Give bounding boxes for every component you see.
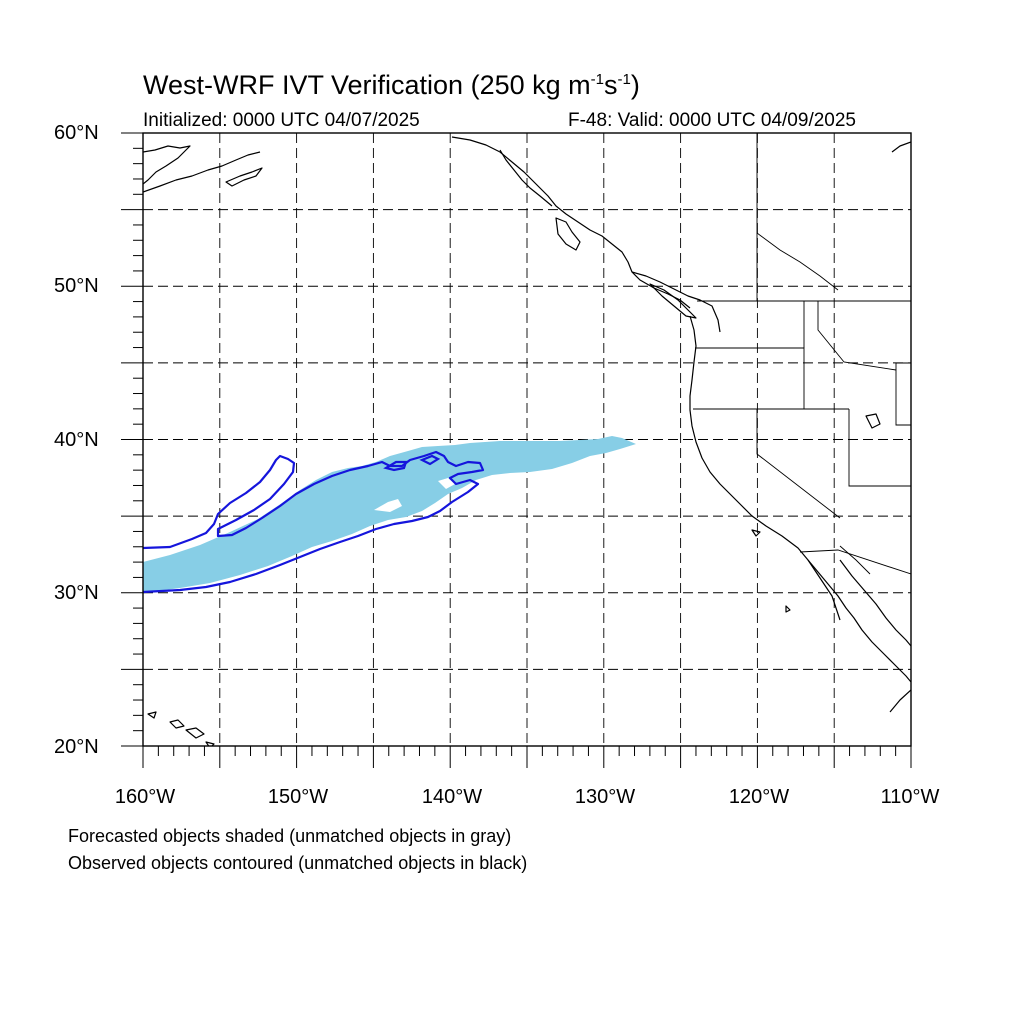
y-label-20N: 20°N xyxy=(54,736,99,758)
state-borders xyxy=(693,133,911,575)
x-label-120W: 120°W xyxy=(728,786,790,808)
y-label-60N: 60°N xyxy=(54,122,99,144)
y-label-40N: 40°N xyxy=(54,429,99,451)
x-label-160W: 160°W xyxy=(114,786,176,808)
observed-contour-loop xyxy=(419,454,441,466)
observed-contour-loop xyxy=(383,460,408,472)
chart-title: West-WRF IVT Verification (250 kg m-1s-1… xyxy=(143,70,640,100)
observed-legend-note: Observed objects contoured (unmatched ob… xyxy=(68,853,528,873)
forecast-legend-note: Forecasted objects shaded (unmatched obj… xyxy=(68,826,512,846)
graticule xyxy=(143,133,911,746)
x-label-140W: 140°W xyxy=(421,786,483,808)
axis-ticks xyxy=(121,132,912,768)
plot-frame xyxy=(142,132,912,747)
forecast-gap xyxy=(438,478,455,489)
forecast-ivt-object xyxy=(143,436,636,593)
forecast-gap xyxy=(374,499,402,512)
valid-time-subtitle: F-48: Valid: 0000 UTC 04/09/2025 xyxy=(568,110,856,131)
x-label-110W: 110°W xyxy=(880,786,940,808)
y-label-30N: 30°N xyxy=(54,582,99,604)
x-label-150W: 150°W xyxy=(267,786,329,808)
x-label-130W: 130°W xyxy=(574,786,636,808)
init-time-subtitle: Initialized: 0000 UTC 04/07/2025 xyxy=(143,110,420,131)
observed-contour-north xyxy=(143,450,485,594)
coastlines xyxy=(143,136,911,746)
y-label-50N: 50°N xyxy=(54,275,99,297)
